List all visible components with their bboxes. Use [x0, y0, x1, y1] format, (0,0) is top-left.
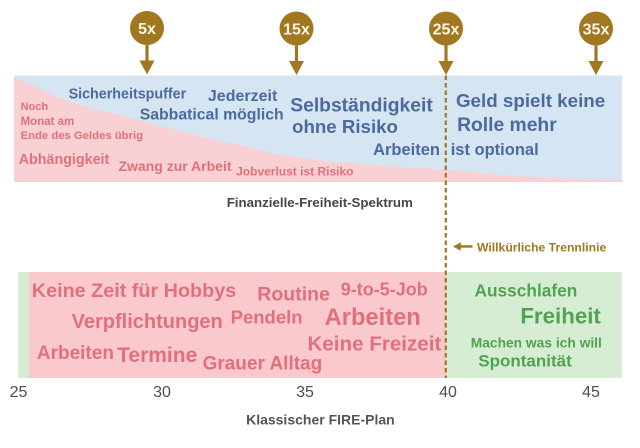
svg-text:Freiheit: Freiheit	[520, 304, 601, 329]
svg-text:Abhängigkeit: Abhängigkeit	[19, 152, 110, 168]
svg-text:Zwang zur Arbeit: Zwang zur Arbeit	[118, 158, 231, 174]
svg-text:Noch: Noch	[21, 101, 49, 113]
svg-text:Pendeln: Pendeln	[231, 307, 303, 328]
svg-text:Machen was ich will: Machen was ich will	[471, 336, 602, 351]
svg-text:Arbeiten: Arbeiten	[325, 305, 421, 331]
svg-text:15x: 15x	[283, 22, 310, 39]
svg-text:35x: 35x	[583, 22, 610, 39]
svg-text:Ausschlafen: Ausschlafen	[475, 281, 578, 301]
svg-text:30: 30	[153, 384, 171, 401]
svg-text:Willkürliche Trennlinie: Willkürliche Trennlinie	[477, 241, 606, 255]
svg-text:Geld spielt keine: Geld spielt keine	[456, 90, 605, 111]
svg-text:Arbeiten: Arbeiten	[37, 343, 114, 364]
svg-text:Finanzielle-Freiheit-Spektrum: Finanzielle-Freiheit-Spektrum	[227, 195, 413, 210]
svg-text:Spontanität: Spontanität	[478, 352, 572, 371]
svg-text:40: 40	[439, 384, 457, 401]
svg-text:ist optional: ist optional	[451, 141, 539, 159]
svg-text:Jobverlust ist Risiko: Jobverlust ist Risiko	[236, 165, 353, 179]
svg-text:Keine Zeit für Hobbys: Keine Zeit für Hobbys	[32, 280, 236, 302]
svg-text:9-to-5-Job: 9-to-5-Job	[341, 280, 428, 300]
svg-text:Jederzeit: Jederzeit	[208, 88, 278, 105]
svg-text:45: 45	[582, 384, 600, 401]
svg-text:Sicherheitspuffer: Sicherheitspuffer	[69, 86, 187, 102]
svg-text:25x: 25x	[433, 22, 460, 39]
svg-text:Selbständigkeit: Selbständigkeit	[290, 96, 433, 117]
svg-text:Keine Freizeit: Keine Freizeit	[307, 333, 441, 356]
svg-text:35: 35	[296, 384, 314, 401]
svg-text:Grauer Alltag: Grauer Alltag	[203, 354, 323, 375]
svg-text:Verpflichtungen: Verpflichtungen	[72, 311, 223, 333]
svg-text:ohne Risiko: ohne Risiko	[292, 116, 398, 137]
svg-text:25: 25	[10, 384, 28, 401]
svg-text:Rolle mehr: Rolle mehr	[457, 115, 557, 136]
svg-text:Routine: Routine	[257, 284, 330, 306]
svg-text:Monat am: Monat am	[21, 116, 75, 128]
svg-text:Arbeiten: Arbeiten	[373, 141, 440, 159]
svg-text:Ende des Geldes übrig: Ende des Geldes übrig	[21, 130, 144, 142]
svg-text:5x: 5x	[138, 21, 156, 38]
svg-text:Sabbatical möglich: Sabbatical möglich	[140, 106, 284, 123]
svg-text:Klassischer FIRE-Plan: Klassischer FIRE-Plan	[246, 412, 395, 428]
svg-text:Termine: Termine	[117, 344, 197, 367]
